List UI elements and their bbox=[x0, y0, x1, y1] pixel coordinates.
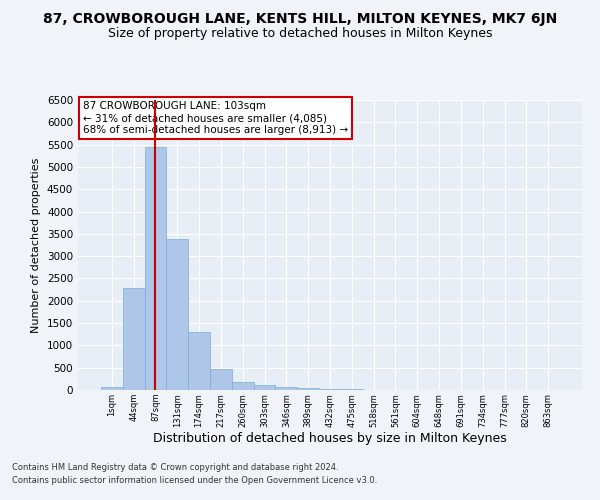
Bar bbox=[319, 389, 341, 390]
Text: Size of property relative to detached houses in Milton Keynes: Size of property relative to detached ho… bbox=[108, 28, 492, 40]
Bar bbox=[145, 148, 166, 390]
Bar bbox=[210, 368, 232, 390]
Bar bbox=[275, 387, 297, 390]
Bar bbox=[297, 388, 319, 390]
Text: Contains public sector information licensed under the Open Government Licence v3: Contains public sector information licen… bbox=[12, 476, 377, 485]
Bar bbox=[232, 382, 254, 390]
X-axis label: Distribution of detached houses by size in Milton Keynes: Distribution of detached houses by size … bbox=[153, 432, 507, 446]
Bar bbox=[166, 239, 188, 390]
Bar bbox=[101, 387, 123, 390]
Text: Contains HM Land Registry data © Crown copyright and database right 2024.: Contains HM Land Registry data © Crown c… bbox=[12, 464, 338, 472]
Bar bbox=[123, 288, 145, 390]
Text: 87 CROWBOROUGH LANE: 103sqm
← 31% of detached houses are smaller (4,085)
68% of : 87 CROWBOROUGH LANE: 103sqm ← 31% of det… bbox=[83, 102, 348, 134]
Bar bbox=[188, 332, 210, 390]
Y-axis label: Number of detached properties: Number of detached properties bbox=[31, 158, 41, 332]
Bar bbox=[254, 386, 275, 390]
Text: 87, CROWBOROUGH LANE, KENTS HILL, MILTON KEYNES, MK7 6JN: 87, CROWBOROUGH LANE, KENTS HILL, MILTON… bbox=[43, 12, 557, 26]
